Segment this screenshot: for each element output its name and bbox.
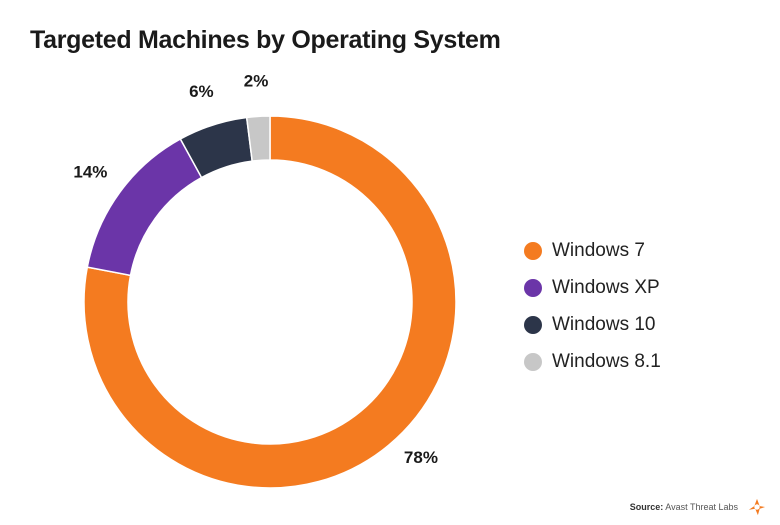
- data-label-windows-7: 78%: [404, 448, 438, 467]
- legend-item-windows-8-1: Windows 8.1: [524, 349, 661, 375]
- legend-label-windows-xp: Windows XP: [552, 277, 660, 298]
- source-text: Avast Threat Labs: [665, 502, 738, 512]
- legend-label-windows-10: Windows 10: [552, 314, 656, 335]
- slice-windows-7: [83, 115, 457, 489]
- source-note: Source: Avast Threat Labs: [630, 502, 738, 512]
- legend-label-windows-8-1: Windows 8.1: [552, 351, 661, 372]
- slice-windows-8-1: [245, 115, 271, 162]
- source-prefix: Source:: [629, 502, 664, 512]
- legend-label-windows-7: Windows 7: [552, 240, 645, 261]
- legend-item-windows-xp: Windows XP: [524, 275, 661, 301]
- data-label-windows-10: 6%: [189, 82, 214, 101]
- legend-item-windows-10: Windows 10: [524, 312, 661, 338]
- data-label-windows-8-1: 2%: [244, 71, 269, 90]
- legend-swatch-windows-8-1: [524, 353, 542, 371]
- chart-legend: Windows 7 Windows XP Windows 10 Windows 8.1: [524, 238, 661, 375]
- avast-logo-icon: [748, 498, 766, 516]
- chart-title: Targeted Machines by Operating System: [30, 26, 501, 54]
- legend-swatch-windows-7: [524, 242, 542, 260]
- slice-windows-xp: [86, 137, 203, 277]
- legend-swatch-windows-xp: [524, 279, 542, 297]
- legend-swatch-windows-10: [524, 316, 542, 334]
- data-label-windows-xp: 14%: [73, 163, 107, 182]
- legend-item-windows-7: Windows 7: [524, 238, 661, 264]
